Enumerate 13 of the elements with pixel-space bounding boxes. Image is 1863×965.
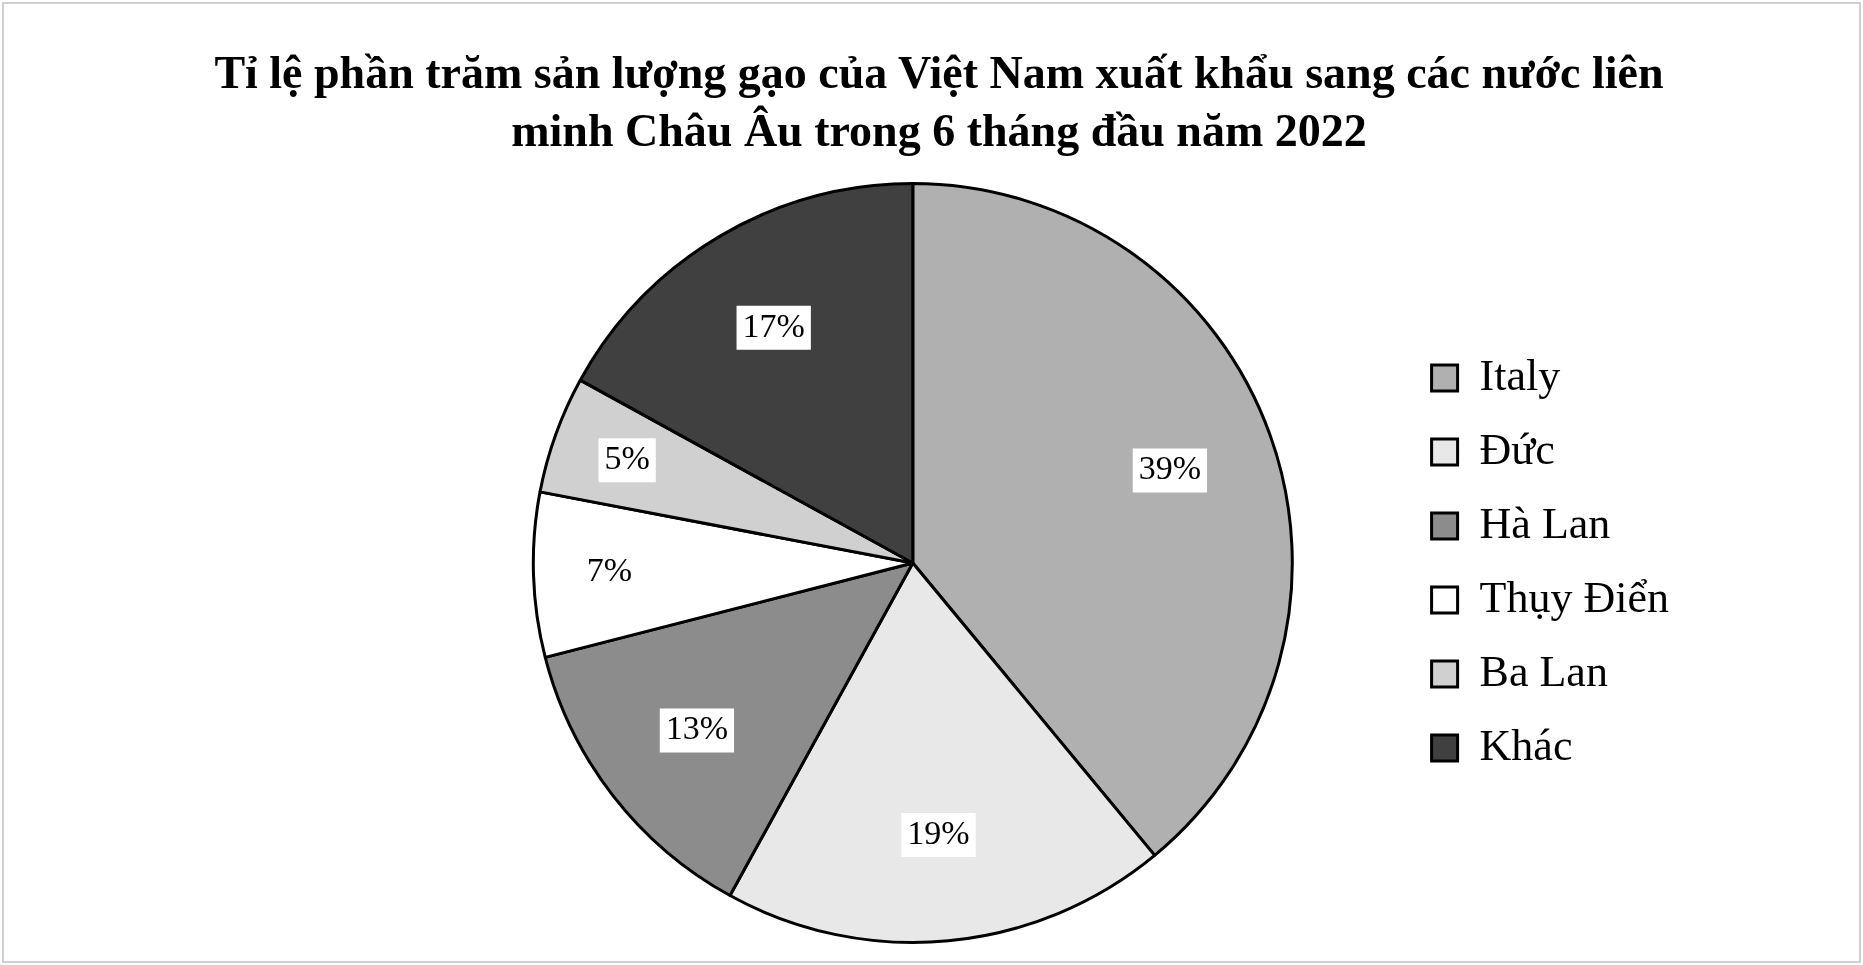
legend-label: Italy bbox=[1479, 350, 1561, 400]
data-label: 17% bbox=[742, 306, 805, 344]
legend-label: Ba Lan bbox=[1479, 646, 1608, 696]
data-label: 7% bbox=[586, 551, 633, 589]
chart-title: Tỉ lệ phần trăm sản lượng gạo của Việt Nam xuất khẩu sang các nước liên minh Châu Âu trong 6 tháng đầu năm 2022 bbox=[213, 46, 1665, 158]
legend-label: Đức bbox=[1479, 424, 1555, 474]
legend-label: Thụy Điển bbox=[1479, 572, 1669, 622]
data-label: 5% bbox=[604, 439, 650, 477]
data-label: 39% bbox=[1138, 449, 1202, 487]
data-label: 13% bbox=[665, 709, 729, 747]
legend-label: Hà Lan bbox=[1479, 498, 1611, 548]
legend-label: Khác bbox=[1479, 720, 1573, 770]
data-label: 19% bbox=[907, 813, 970, 851]
